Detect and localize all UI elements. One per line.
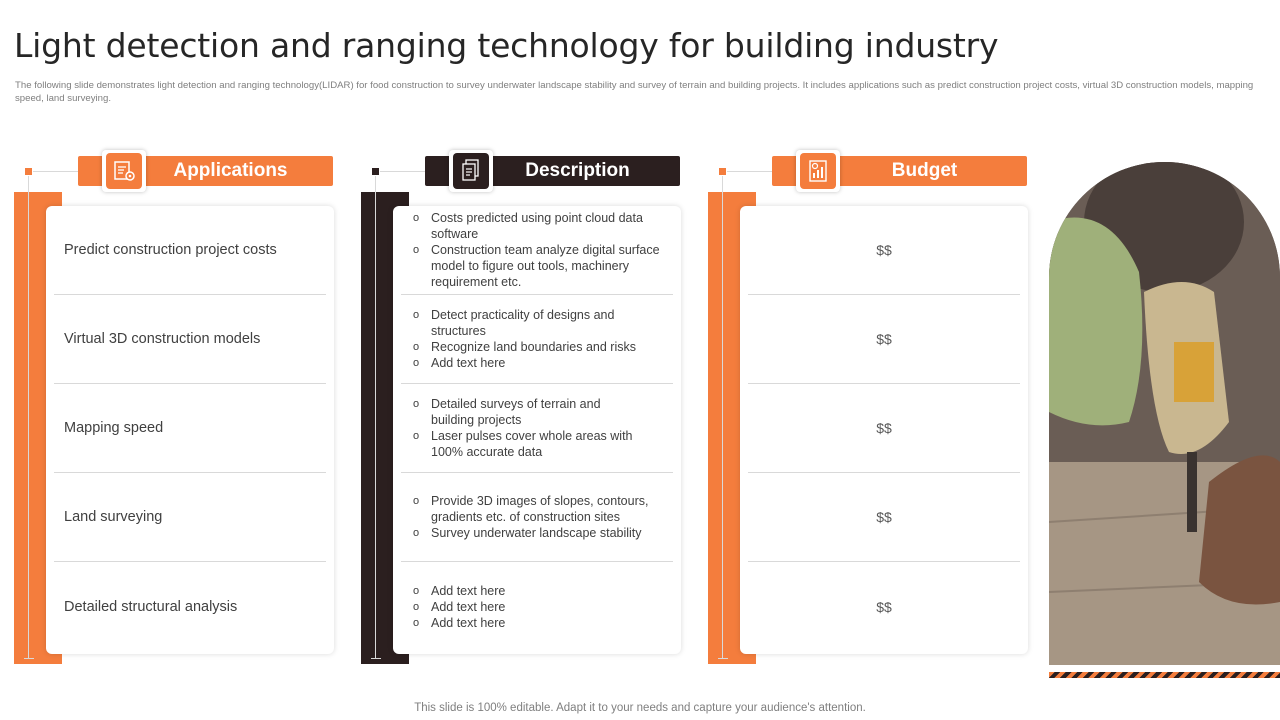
applications-card: Predict construction project costs Virtu… bbox=[46, 206, 334, 654]
budget-value: $$ bbox=[876, 509, 892, 525]
list-item: Virtual 3D construction models bbox=[54, 295, 326, 384]
list-item: Provide 3D images of slopes, contours, g… bbox=[401, 473, 673, 562]
description-bullet: Construction team analyze digital surfac… bbox=[413, 242, 666, 290]
applications-connector-dot bbox=[24, 167, 33, 176]
list-item: $$ bbox=[748, 206, 1020, 295]
list-item: $$ bbox=[748, 473, 1020, 562]
applications-connector-top bbox=[28, 171, 88, 172]
construction-drill-photo bbox=[1049, 162, 1280, 665]
list-item: $$ bbox=[748, 562, 1020, 651]
description-bullet: Costs predicted using point cloud data s… bbox=[413, 210, 666, 242]
list-item: Mapping speed bbox=[54, 384, 326, 473]
list-item: Land surveying bbox=[54, 473, 326, 562]
description-bullet: Detailed surveys of terrain and building… bbox=[413, 396, 646, 428]
description-column: Description Costs predicted using point … bbox=[361, 150, 691, 670]
description-bullet: Laser pulses cover whole areas with 100%… bbox=[413, 428, 646, 460]
applications-column: Applications Predict construction projec… bbox=[14, 150, 344, 670]
list-item: Add text here Add text here Add text her… bbox=[401, 562, 673, 651]
description-connector-dot bbox=[371, 167, 380, 176]
list-item: $$ bbox=[748, 295, 1020, 384]
hazard-stripe bbox=[1049, 672, 1280, 678]
application-label: Mapping speed bbox=[64, 420, 164, 436]
list-item: Detailed surveys of terrain and building… bbox=[401, 384, 673, 473]
description-connector-line bbox=[375, 171, 376, 659]
budget-value: $$ bbox=[876, 242, 892, 258]
description-bullet: Add text here bbox=[413, 599, 666, 615]
description-bullet: Provide 3D images of slopes, contours, g… bbox=[413, 493, 666, 525]
budget-connector-bottom bbox=[718, 658, 728, 659]
budget-value: $$ bbox=[876, 420, 892, 436]
applications-connector-line bbox=[28, 171, 29, 659]
description-connector-top bbox=[375, 171, 435, 172]
page-subtitle: The following slide demonstrates light d… bbox=[15, 80, 1254, 104]
list-item: Detect practicality of designs and struc… bbox=[401, 295, 673, 384]
list-item: Detailed structural analysis bbox=[54, 562, 326, 651]
description-bullet: Recognize land boundaries and risks bbox=[413, 339, 666, 355]
applications-connector-bottom bbox=[24, 658, 34, 659]
budget-card: $$ $$ $$ $$ $$ bbox=[740, 206, 1028, 654]
description-bullet: Survey underwater landscape stability bbox=[413, 525, 666, 541]
application-label: Land surveying bbox=[64, 509, 163, 525]
budget-connector-line bbox=[722, 171, 723, 659]
description-bullet: Add text here bbox=[413, 615, 666, 631]
budget-connector-top bbox=[722, 171, 782, 172]
application-label: Detailed structural analysis bbox=[64, 598, 238, 615]
description-bullet: Detect practicality of designs and struc… bbox=[413, 307, 666, 339]
footer-note: This slide is 100% editable. Adapt it to… bbox=[414, 702, 866, 714]
page-title: Light detection and ranging technology f… bbox=[14, 26, 999, 65]
budget-value: $$ bbox=[876, 598, 892, 615]
description-bullet: Add text here bbox=[413, 583, 666, 599]
list-item: Predict construction project costs bbox=[54, 206, 326, 295]
list-item: Costs predicted using point cloud data s… bbox=[401, 206, 673, 295]
description-card: Costs predicted using point cloud data s… bbox=[393, 206, 681, 654]
application-label: Predict construction project costs bbox=[64, 242, 277, 258]
list-item: $$ bbox=[748, 384, 1020, 473]
application-label: Virtual 3D construction models bbox=[64, 331, 261, 347]
budget-connector-dot bbox=[718, 167, 727, 176]
description-bullet: Add text here bbox=[413, 355, 666, 371]
budget-chart-icon bbox=[796, 150, 840, 192]
description-connector-bottom bbox=[371, 658, 381, 659]
settings-document-icon bbox=[102, 150, 146, 192]
budget-value: $$ bbox=[876, 331, 892, 347]
budget-column: Budget $$ $$ $$ $$ $$ bbox=[708, 150, 1038, 670]
documents-icon bbox=[449, 150, 493, 192]
